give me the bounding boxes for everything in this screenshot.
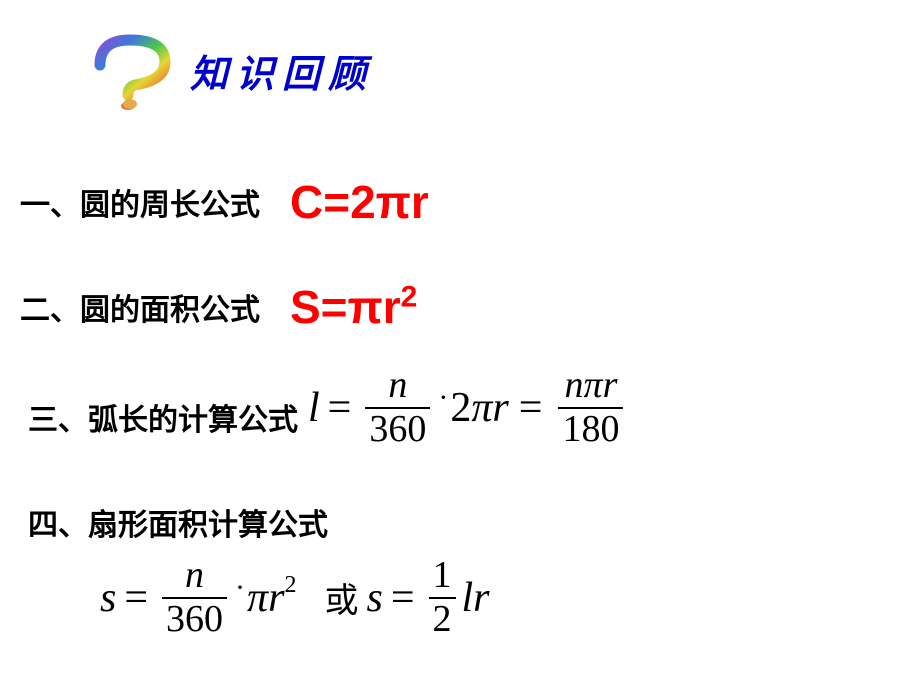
header: 知识回顾 [80,30,374,110]
question-mark-icon [80,30,190,110]
or-label: 或 [324,573,358,622]
section-3-label: 三、弧长的计算公式 [28,395,298,439]
equals-1: = [328,384,352,432]
pi-symbol-b: π [247,574,268,622]
formula-circumference: C=2πr [290,175,429,229]
section-1-label: 一、圆的周长公式 [20,180,260,224]
formula-arc-length: l = n 360 · 2πr = nπr 180 [308,365,629,451]
formula-area-exp: 2 [401,281,418,314]
fraction-1-2: 1 2 [429,555,456,641]
denominator-360b: 360 [162,599,227,641]
numerator-npir: nπr [561,365,622,407]
equals-1b: = [124,574,148,622]
section-4: 四、扇形面积计算公式 [28,500,328,544]
fraction-npir-180: nπr 180 [558,365,623,451]
section-2-label: 二、圆的面积公式 [20,285,260,329]
numerator-n: n [384,365,411,407]
formula-area: S=πr2 [290,280,417,334]
var-lr: lr [462,574,490,622]
exp-2: 2 [284,572,296,599]
numerator-n-b: n [181,555,208,597]
var-s: s [100,574,116,622]
section-4-label: 四、扇形面积计算公式 [28,500,328,544]
equals-2: = [519,384,543,432]
fraction-n-360b: n 360 [162,555,227,641]
section-2: 二、圆的面积公式 S=πr2 [20,280,417,334]
var-l: l [308,384,320,432]
fraction-n-360: n 360 [365,365,430,451]
section-3: 三、弧长的计算公式 [28,395,298,439]
equals-2b: = [391,574,415,622]
section-1: 一、圆的周长公式 C=2πr [20,175,429,229]
var-r-b: r [268,574,284,622]
formula-sector-area: s = n 360 · πr2 或 s = 1 2 lr [100,555,490,641]
const-2: 2 [450,384,471,432]
numerator-1: 1 [429,555,456,597]
denominator-2: 2 [429,599,456,641]
denominator-180: 180 [558,409,623,451]
denominator-360: 360 [365,409,430,451]
var-s2: s [366,574,382,622]
dot-operator: · [438,381,448,415]
formula-area-base: S=πr [290,281,401,333]
dot-operator-b: · [235,571,245,605]
pi-symbol: π [471,384,492,432]
var-r: r [492,384,508,432]
slide-title: 知识回顾 [190,43,374,98]
